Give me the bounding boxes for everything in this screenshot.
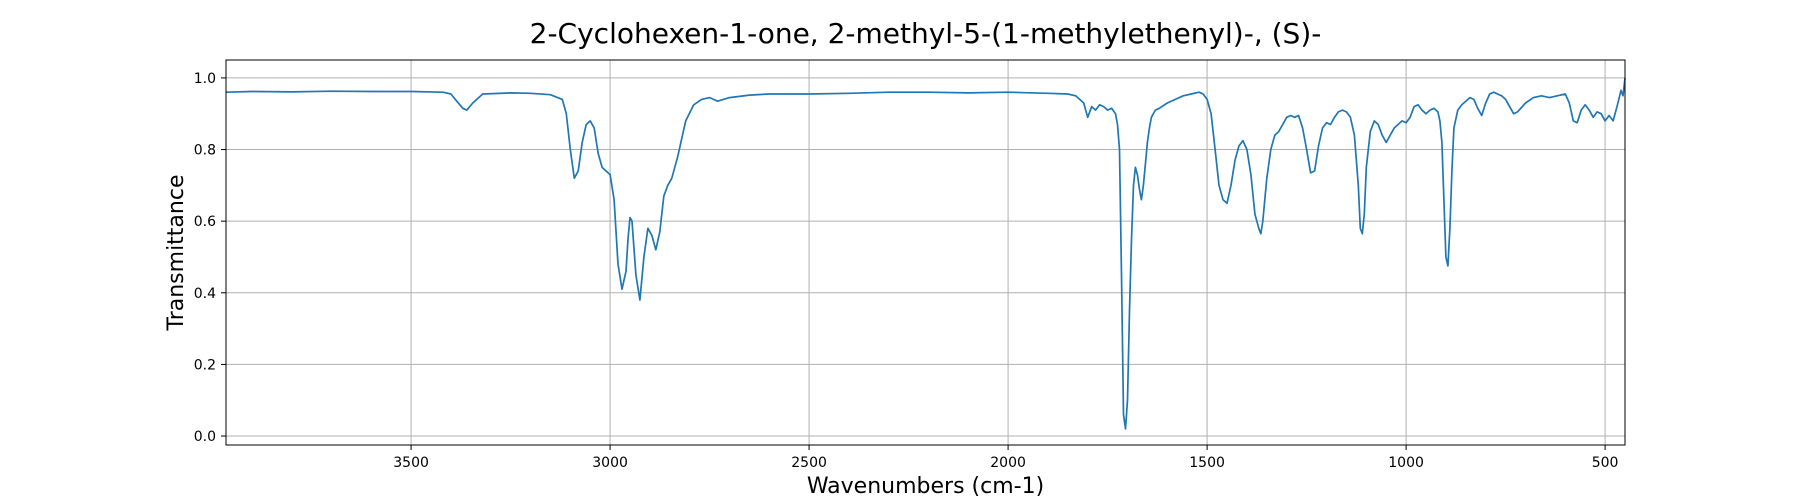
y-tick-label: 0.4 — [194, 286, 216, 302]
x-tick-label: 2500 — [791, 455, 827, 471]
x-axis-label: Wavenumbers (cm-1) — [807, 474, 1044, 499]
x-tick-label: 3500 — [393, 455, 429, 471]
x-tick-label: 1500 — [1189, 455, 1225, 471]
y-tick-label: 0.6 — [194, 214, 216, 230]
plot-frame — [225, 59, 1626, 446]
x-tick-label: 1000 — [1388, 455, 1424, 471]
y-tick-label: 1.0 — [194, 71, 216, 87]
grid-lines — [226, 60, 1625, 445]
chart-title: 2-Cyclohexen-1-one, 2-methyl-5-(1-methyl… — [530, 17, 1322, 50]
y-tick-label: 0.0 — [194, 429, 216, 445]
y-tick-label: 0.2 — [194, 357, 216, 373]
x-tick-label: 3000 — [592, 455, 628, 471]
y-tick-label: 0.8 — [194, 143, 216, 159]
y-axis-label: Transmittance — [164, 175, 189, 332]
x-tick-label: 2000 — [990, 455, 1026, 471]
x-tick-label: 500 — [1592, 455, 1619, 471]
axis-ticks: 3500 3000 2500 2000 1500 1000 500 0.0 0.2 0.4 0.6 0… — [194, 71, 1619, 471]
spectrum-line — [225, 77, 1626, 430]
